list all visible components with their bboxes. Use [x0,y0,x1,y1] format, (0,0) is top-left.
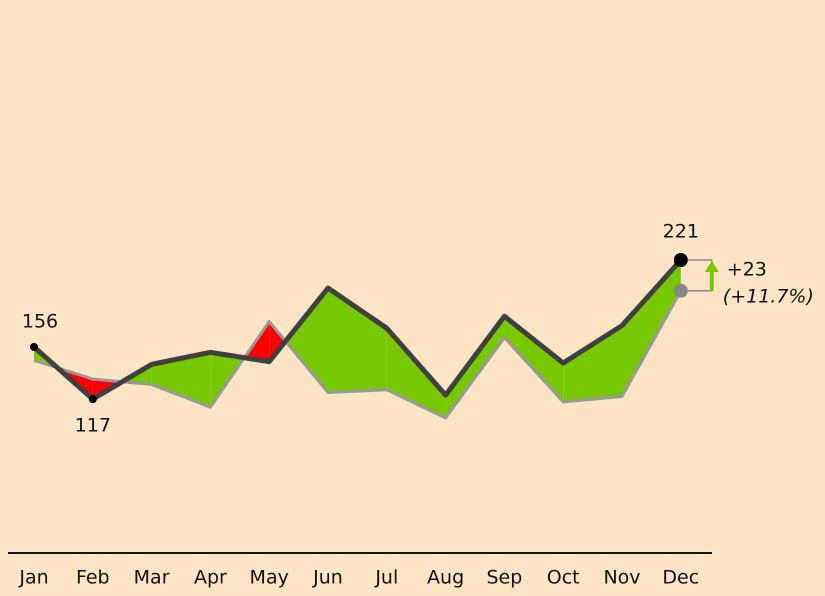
x-tick-label: May [250,567,289,589]
data-label: 117 [75,415,111,437]
x-tick-label: Apr [194,567,227,589]
variance-fill [328,288,387,393]
variance-fill [622,260,681,397]
delta-label: +23 [727,259,767,281]
x-tick-label: Mar [134,567,170,589]
variance-fill [269,321,286,362]
x-tick-label: Feb [76,567,110,589]
x-tick-label: Dec [662,567,699,589]
point [88,395,97,404]
variance-fill [445,316,505,418]
current-line [32,258,683,402]
data-label: 221 [663,221,699,243]
point [673,253,688,268]
delta-arrowhead [704,261,719,273]
x-tick-label: Jun [312,567,343,589]
x-tick-label: Aug [427,567,464,589]
x-tick-label: Sep [486,567,522,589]
variance-fill [285,288,328,393]
delta-percent-label: (+11.7%) [723,285,814,307]
data-label: 156 [22,310,58,332]
variance-fill [151,352,211,408]
point [30,342,38,351]
previous-line [33,290,683,420]
variance-fill [504,316,564,402]
point [673,283,688,298]
x-tick-label: Jul [374,567,398,589]
variance-fill [563,325,622,402]
x-tick-label: Oct [547,567,580,589]
x-tick-label: Jan [18,567,48,589]
x-tick-label: Nov [603,567,640,589]
